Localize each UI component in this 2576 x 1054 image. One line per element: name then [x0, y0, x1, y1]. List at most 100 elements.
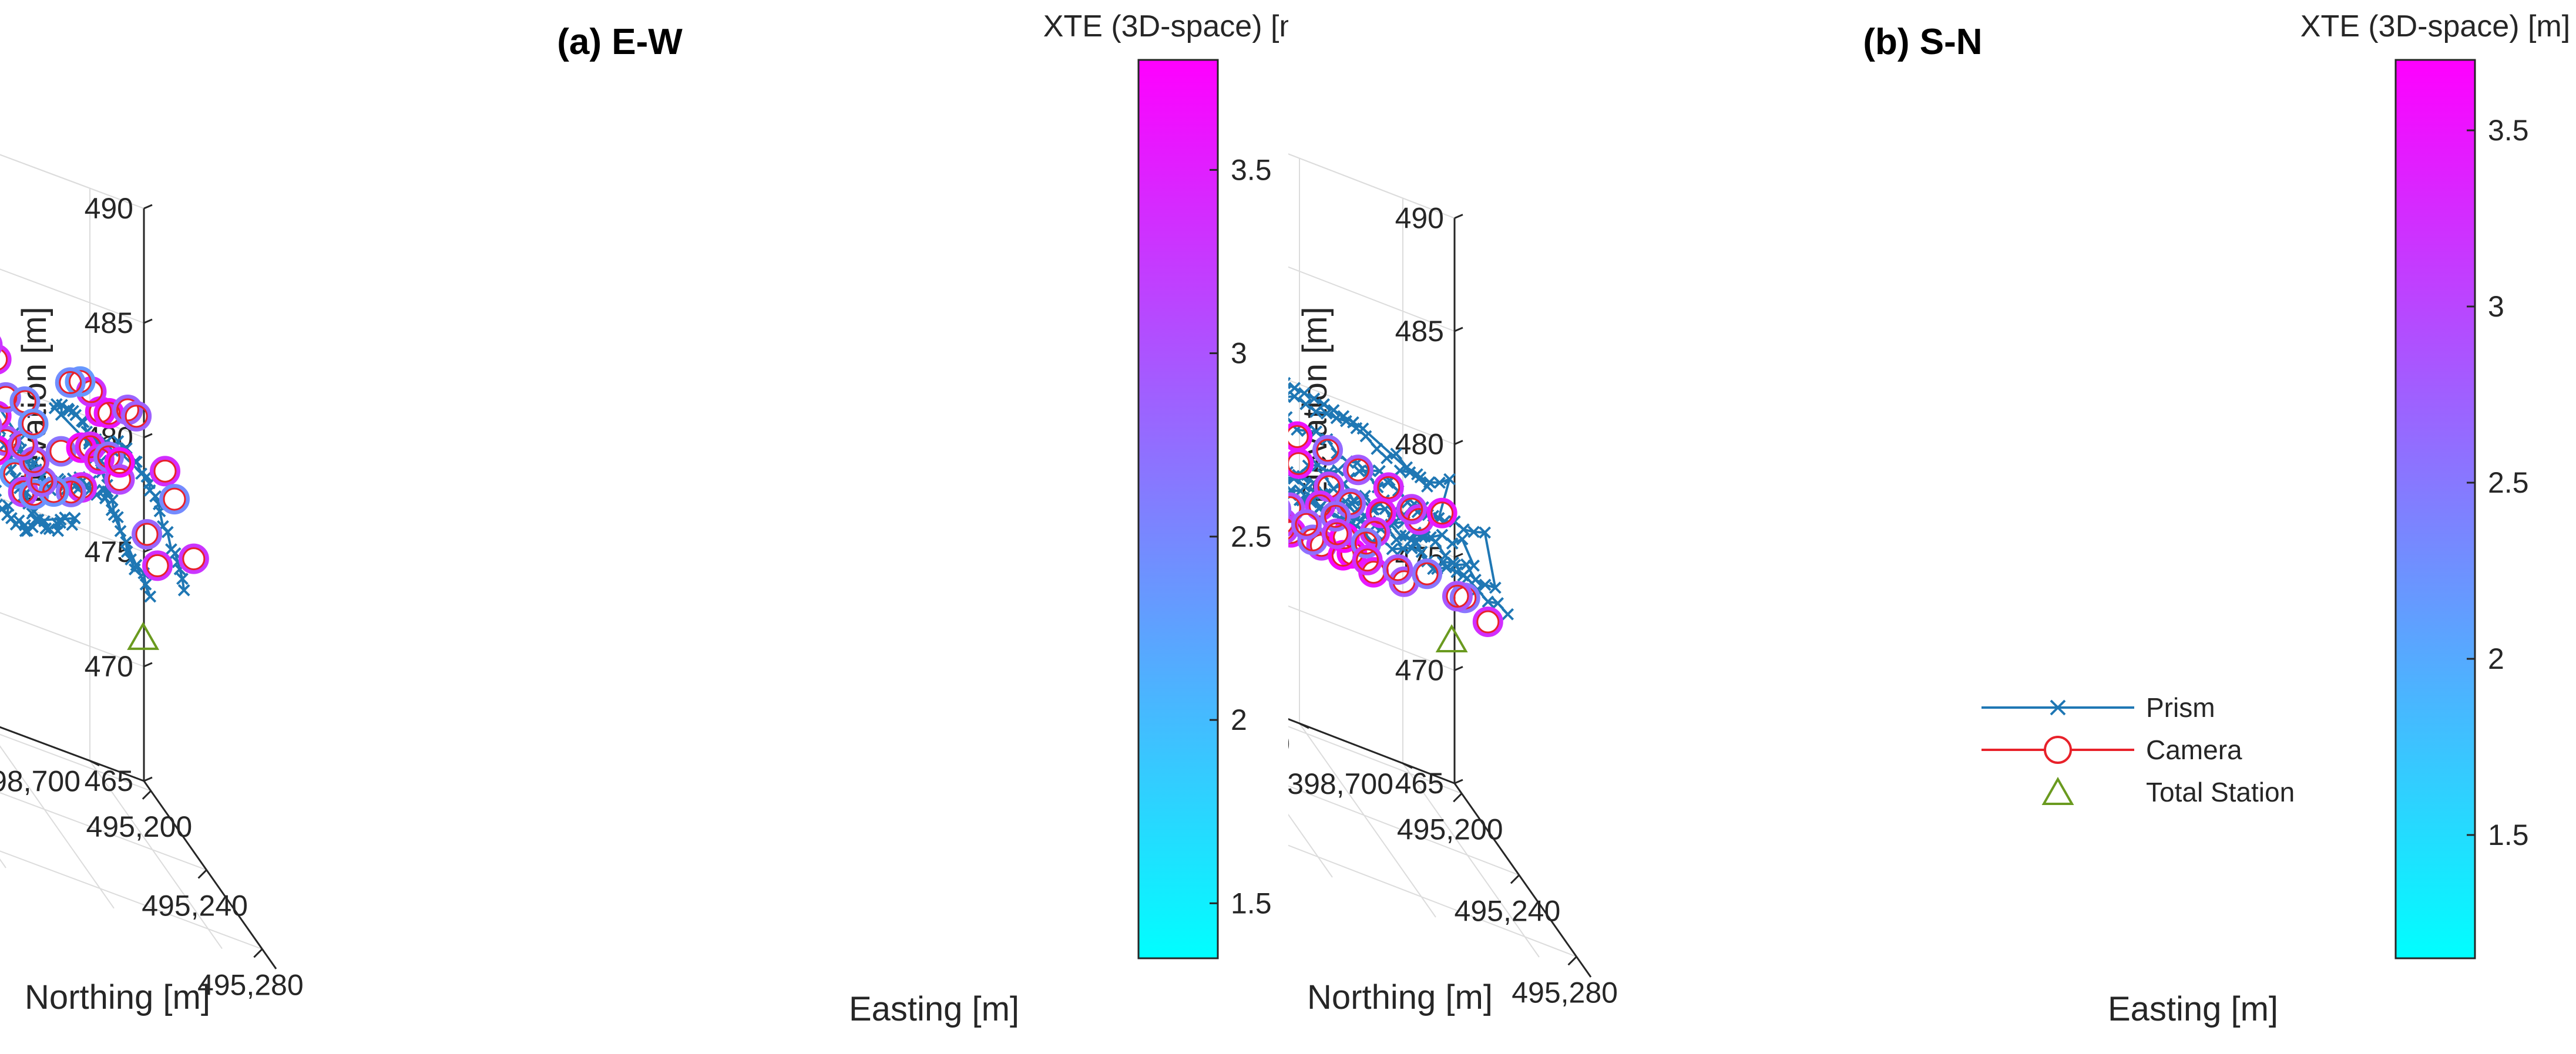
prism-point — [177, 584, 190, 597]
colorbar-tick-label: 2.5 — [1231, 520, 1272, 553]
prism-point — [1339, 415, 1352, 427]
camera-point — [0, 405, 8, 427]
z-tick — [1454, 214, 1463, 219]
camera-point — [1476, 610, 1500, 634]
grid-line — [89, 760, 223, 949]
camera-point-halo — [18, 408, 49, 439]
camera-point — [135, 523, 159, 546]
prism-point — [1479, 526, 1492, 539]
prism-point — [144, 590, 157, 603]
legend-prism-label: Prism — [2146, 692, 2215, 723]
x-tick-label: 495,200 — [1397, 813, 1503, 846]
prism-point — [120, 545, 133, 558]
prism-point — [1450, 565, 1463, 578]
y-tick-label: 5,398,700 — [1288, 767, 1393, 800]
grid-line — [1299, 723, 1436, 918]
camera-point — [1316, 439, 1339, 462]
colorbar-tick-label: 2 — [2488, 642, 2504, 675]
camera-point — [0, 348, 8, 371]
prism-point — [0, 484, 2, 497]
prism-point — [106, 494, 119, 507]
camera-point-halo — [1365, 497, 1396, 528]
camera-point-halo — [1442, 581, 1473, 612]
colorbar — [2394, 59, 2476, 959]
camera-point — [1288, 425, 1309, 449]
grid-line — [0, 383, 145, 438]
y-tick — [1402, 762, 1413, 769]
camera-point — [1288, 452, 1310, 476]
prism-point — [1414, 471, 1427, 484]
camera-point — [0, 429, 18, 453]
prism-point — [1298, 480, 1311, 493]
prism-point — [1502, 608, 1514, 621]
prism-point — [1396, 542, 1409, 555]
prism-point — [1330, 412, 1343, 425]
prism-point — [1415, 545, 1428, 558]
grid-line — [1288, 844, 1577, 958]
colorbar-title: XTE (3D-space) [m] — [1043, 9, 1288, 43]
z-tick — [143, 776, 153, 782]
z-tick-label: 470 — [85, 650, 133, 683]
total-station-marker — [1435, 624, 1468, 653]
x-axis-label: Easting [m] — [849, 990, 1019, 1028]
camera-point-halo — [1472, 607, 1503, 638]
prism-point — [1409, 536, 1422, 548]
camera-point — [1386, 558, 1409, 581]
camera-point — [153, 459, 177, 483]
z-tick — [1454, 326, 1463, 332]
camera-point-halo — [121, 400, 152, 432]
camera-point — [116, 398, 139, 422]
prism-point — [1449, 558, 1462, 571]
x-tick — [197, 869, 207, 879]
prism-point — [1299, 398, 1312, 410]
z-tick-label: 490 — [1395, 202, 1444, 235]
prism-point — [1482, 595, 1494, 608]
legend-total-station-marker — [2041, 776, 2074, 805]
x-tick-label: 495,200 — [86, 810, 192, 843]
camera-point-halo — [1321, 518, 1352, 549]
prism-point — [1371, 443, 1383, 455]
camera-point-halo — [45, 436, 76, 467]
colorbar-tick-label: 1.5 — [2488, 819, 2529, 851]
grid-line — [1288, 605, 1455, 671]
prism-point — [176, 573, 189, 585]
camera-point-halo — [1288, 500, 1292, 518]
camera-point — [146, 554, 169, 577]
prism-point — [48, 402, 61, 415]
z-tick — [143, 662, 153, 668]
prism-point — [43, 523, 56, 536]
colorbar-tick-label: 1.5 — [1231, 887, 1272, 920]
z-tick — [1454, 553, 1463, 558]
prism-point — [161, 526, 174, 538]
prism-point — [1390, 533, 1403, 546]
colorbar-tick-label: 3 — [2488, 290, 2504, 323]
camera-point-halo — [1291, 509, 1322, 540]
camera-point-halo — [149, 456, 180, 487]
camera-point — [0, 439, 8, 462]
camera-point — [182, 547, 206, 571]
z-tick-label: 490 — [85, 192, 133, 225]
camera-point-halo — [1382, 554, 1413, 585]
prism-point — [1386, 543, 1399, 555]
y-axis-line — [1288, 718, 1455, 784]
total-station-marker — [127, 621, 160, 650]
camera-point-halo — [1426, 497, 1457, 528]
camera-point-halo — [1320, 501, 1351, 532]
prism-point — [1320, 407, 1333, 420]
prism-point — [1353, 465, 1366, 477]
prism-point — [5, 512, 18, 524]
y-tick — [1299, 722, 1309, 729]
prism-point — [108, 509, 120, 521]
grid-line — [0, 850, 263, 950]
x-tick — [142, 790, 152, 800]
colorbar — [1137, 59, 1219, 959]
camera-point-halo — [1351, 527, 1382, 558]
grid-line — [0, 497, 145, 553]
prism-point — [149, 490, 162, 503]
prism-point — [1288, 390, 1292, 403]
prism-point — [68, 512, 81, 525]
camera-point-halo — [1342, 454, 1373, 486]
prism-point — [1460, 558, 1473, 571]
prism-point — [1433, 476, 1446, 489]
camera-point — [163, 487, 186, 511]
